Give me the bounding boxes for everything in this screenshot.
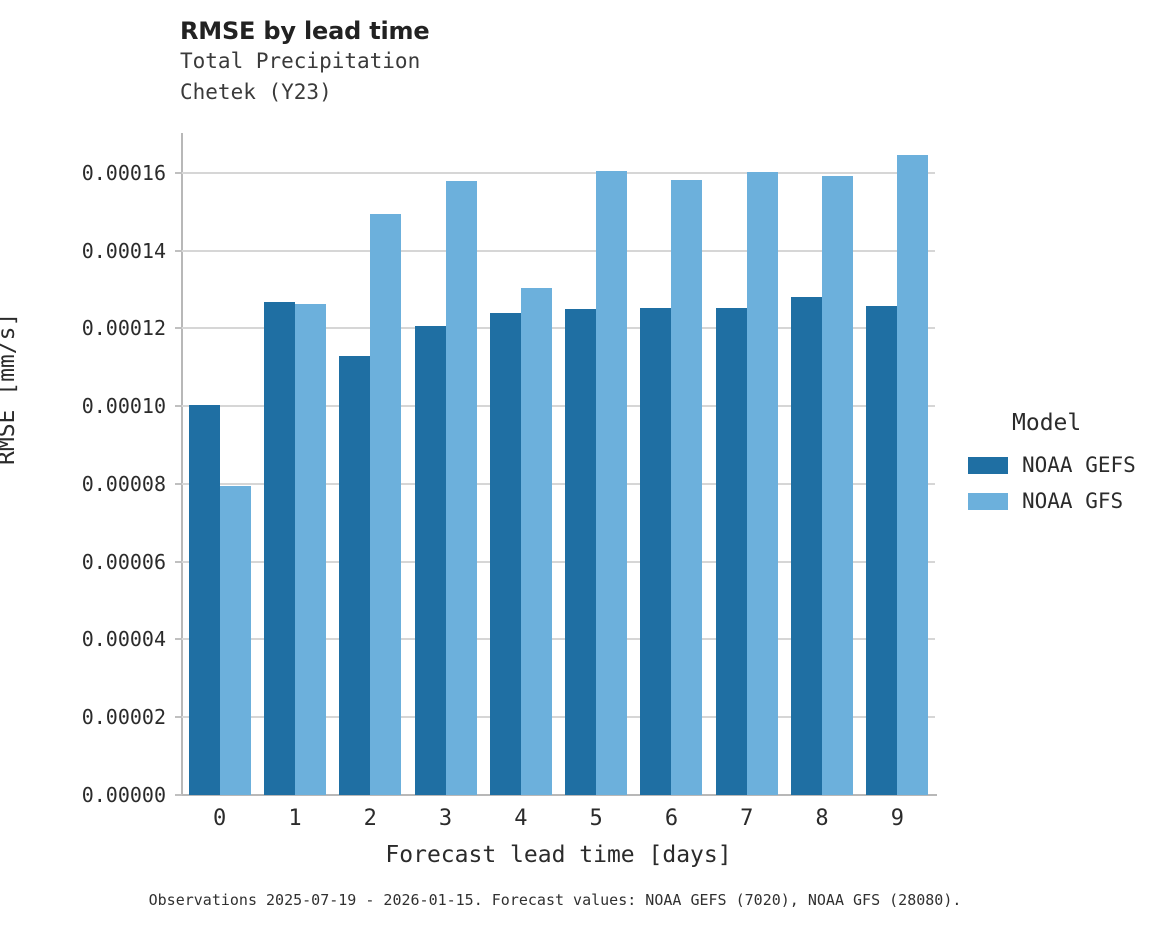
x-axis-line <box>181 794 937 796</box>
gridline <box>182 327 935 330</box>
y-tick-mark <box>175 716 182 719</box>
bar-noaa-gfs-day-2[interactable] <box>370 213 402 795</box>
x-tick-label: 8 <box>815 806 829 831</box>
gridline <box>182 638 935 641</box>
bar-noaa-gefs-day-2[interactable] <box>339 355 371 795</box>
gridline <box>182 482 935 485</box>
bar-noaa-gefs-day-1[interactable] <box>263 301 295 795</box>
bar-noaa-gfs-day-5[interactable] <box>596 170 628 795</box>
bar-noaa-gefs-day-8[interactable] <box>791 296 823 795</box>
y-tick-label: 0.00016 <box>81 160 166 185</box>
gridline <box>182 560 935 563</box>
bar-noaa-gfs-day-7[interactable] <box>746 172 778 795</box>
page-title: RMSE by lead time <box>180 17 430 45</box>
y-tick-label: 0.00012 <box>81 316 166 341</box>
legend-item-noaa-gfs[interactable]: NOAA GFS <box>968 486 1168 516</box>
bar-noaa-gfs-day-3[interactable] <box>445 181 477 795</box>
x-tick-label: 1 <box>288 806 302 831</box>
footer-note: Observations 2025-07-19 - 2026-01-15. Fo… <box>148 891 962 909</box>
y-axis-title: RMSE [mm/s] <box>0 312 20 465</box>
legend-label-gefs: NOAA GEFS <box>1022 453 1136 477</box>
bar-noaa-gfs-day-8[interactable] <box>822 176 854 795</box>
bar-noaa-gefs-day-0[interactable] <box>188 404 220 795</box>
legend-swatch-icon-gfs <box>968 492 1008 510</box>
gridline <box>182 405 935 408</box>
title-block: RMSE by lead time Total Precipitation Ch… <box>180 16 430 108</box>
legend-title: Model <box>1012 410 1082 436</box>
y-tick-mark <box>175 638 182 641</box>
legend: Model NOAA GEFS NOAA GFS <box>968 410 1168 522</box>
bar-noaa-gfs-day-1[interactable] <box>294 303 326 795</box>
gridline <box>182 171 935 174</box>
x-tick-label: 5 <box>589 806 603 831</box>
bar-noaa-gfs-day-4[interactable] <box>520 288 552 795</box>
x-tick-label: 9 <box>890 806 904 831</box>
bar-noaa-gefs-day-9[interactable] <box>866 305 898 795</box>
y-tick-label: 0.00010 <box>81 394 166 419</box>
x-tick-label: 3 <box>438 806 453 831</box>
y-tick-label: 0.00002 <box>81 705 166 730</box>
x-axis-title: Forecast lead time [days] <box>385 842 732 868</box>
gridline <box>182 249 935 252</box>
bar-noaa-gfs-day-0[interactable] <box>219 485 251 795</box>
bar-noaa-gefs-day-3[interactable] <box>414 326 446 795</box>
gridline <box>182 716 935 719</box>
y-tick-label: 0.00006 <box>81 549 166 574</box>
legend-swatch-icon-gefs <box>968 456 1008 474</box>
x-tick-label: 4 <box>514 806 528 831</box>
y-tick-label: 0.00004 <box>81 627 166 652</box>
chart-subtitle-variable: Total Precipitation <box>180 49 421 73</box>
bar-noaa-gefs-day-5[interactable] <box>565 309 597 795</box>
y-tick-mark <box>175 482 182 485</box>
y-tick-mark <box>175 327 182 330</box>
y-tick-mark <box>175 794 182 796</box>
bar-noaa-gefs-day-6[interactable] <box>640 307 672 795</box>
plot-area: 0.00000 0.00002 0.00004 0.00006 0.00008 0.000… <box>82 134 935 807</box>
y-axis-line <box>181 133 183 796</box>
bar-noaa-gefs-day-7[interactable] <box>715 307 747 795</box>
y-tick-mark <box>175 249 182 252</box>
y-tick-mark <box>175 560 182 563</box>
y-tick-mark <box>175 171 182 174</box>
bar-noaa-gefs-day-4[interactable] <box>489 313 521 795</box>
y-tick-label: 0.00000 <box>81 783 166 807</box>
y-tick-label: 0.00014 <box>81 238 166 263</box>
x-tick-label: 6 <box>664 806 679 831</box>
bar-noaa-gfs-day-9[interactable] <box>897 155 929 795</box>
legend-label-gfs: NOAA GFS <box>1022 489 1124 513</box>
legend-item-noaa-gefs[interactable]: NOAA GEFS <box>968 450 1168 480</box>
chart-subtitle-location: Chetek (Y23) <box>180 80 332 104</box>
x-tick-label: 2 <box>363 806 377 831</box>
y-tick-label: 0.00008 <box>81 471 166 496</box>
x-tick-label: 0 <box>213 806 227 831</box>
bar-noaa-gfs-day-6[interactable] <box>671 179 703 795</box>
y-tick-mark <box>175 405 182 408</box>
x-tick-label: 7 <box>740 806 754 831</box>
